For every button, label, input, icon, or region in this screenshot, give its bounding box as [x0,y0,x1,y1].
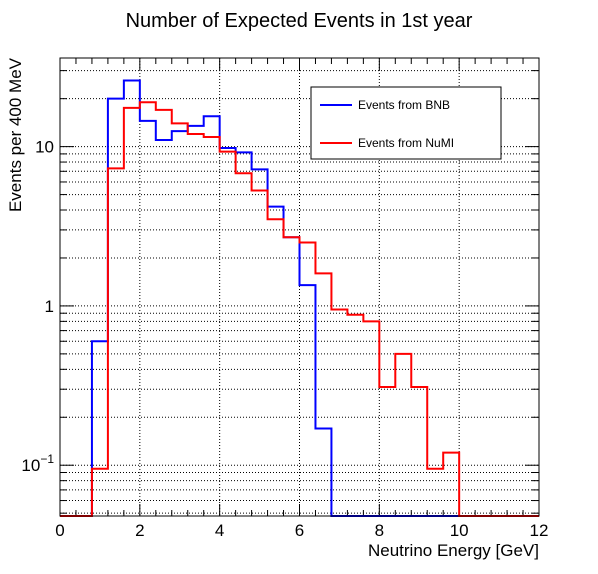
legend-box [310,86,502,160]
y-axis-label: Events per 400 MeV [6,57,25,212]
x-tick-labels: 0 2 4 6 8 10 12 [55,521,548,540]
x-tick-label: 4 [215,521,224,540]
y-tick-label: 10−1 [21,452,54,475]
x-tick-label: 12 [530,521,549,540]
x-tick-label: 10 [450,521,469,540]
y-tick-label: 1 [45,297,54,316]
x-axis-label: Neutrino Energy [GeV] [368,541,539,560]
chart-title: Number of Expected Events in 1st year [126,10,473,32]
x-tick-label: 8 [375,521,384,540]
y-tick-label: 10 [35,138,54,157]
x-tick-label: 6 [295,521,304,540]
plot-frame [59,57,540,517]
series-events-from-numi [60,101,539,517]
legend-label-bnb: Events from BNB [358,98,450,112]
y-tick-labels: 10−1 1 10 [21,138,54,476]
legend: Events from BNB Events from NuMI [310,86,502,160]
x-tick-label: 2 [135,521,144,540]
minor-ticks [59,58,540,516]
legend-label-numi: Events from NuMI [358,136,454,150]
x-tick-label: 0 [55,521,64,540]
